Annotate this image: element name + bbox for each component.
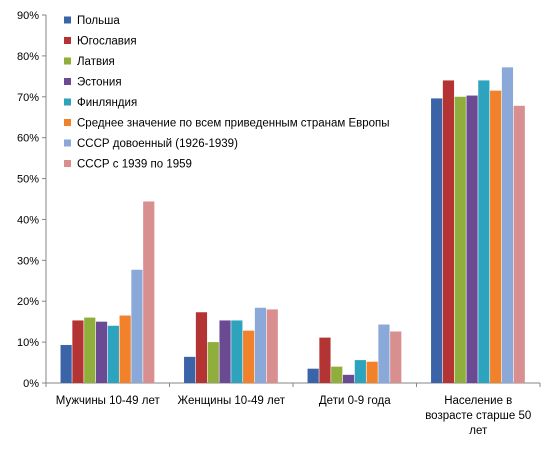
bar bbox=[331, 366, 343, 383]
bar bbox=[184, 356, 196, 383]
y-tick-label: 0% bbox=[23, 378, 39, 390]
bar bbox=[131, 269, 143, 383]
bar bbox=[501, 67, 514, 384]
x-category-label: лет bbox=[469, 425, 488, 437]
legend-label: Латвия bbox=[77, 56, 115, 68]
legend-label: СССР с 1939 по 1959 bbox=[77, 159, 192, 171]
bar bbox=[266, 309, 278, 383]
bar bbox=[243, 330, 255, 383]
bar bbox=[219, 320, 231, 383]
legend-swatch bbox=[64, 16, 71, 24]
legend-swatch bbox=[64, 57, 71, 65]
legend-label: Финляндия bbox=[77, 97, 137, 109]
y-tick-label: 70% bbox=[17, 92, 39, 104]
legend-swatch bbox=[64, 119, 71, 126]
legend-swatch bbox=[64, 78, 71, 85]
bar bbox=[354, 360, 366, 383]
y-tick-label: 20% bbox=[17, 296, 39, 308]
x-category-label: возрасте старше 50 bbox=[425, 410, 531, 422]
bar bbox=[143, 201, 155, 383]
bar bbox=[84, 317, 96, 383]
bar bbox=[319, 337, 331, 383]
x-category-label: Мужчины 10-49 лет bbox=[56, 395, 161, 407]
bar bbox=[513, 105, 525, 384]
legend-label: Эстония bbox=[77, 77, 122, 89]
bars bbox=[60, 67, 525, 384]
bar bbox=[466, 95, 478, 383]
x-category-label: Женщины 10-49 лет bbox=[177, 395, 285, 407]
x-category-label: Дети 0-9 года bbox=[319, 395, 391, 407]
y-tick-label: 80% bbox=[17, 51, 39, 63]
bar bbox=[342, 374, 355, 383]
bar bbox=[378, 324, 390, 383]
y-tick-label: 60% bbox=[17, 133, 39, 145]
legend-label: Польша bbox=[77, 15, 120, 27]
y-tick-label: 40% bbox=[17, 214, 39, 226]
bar bbox=[454, 96, 466, 384]
bar bbox=[490, 90, 502, 384]
bar bbox=[119, 315, 131, 383]
bar bbox=[478, 80, 490, 383]
bar bbox=[231, 320, 243, 383]
y-tick-label: 90% bbox=[17, 10, 39, 22]
y-tick-label: 30% bbox=[17, 255, 39, 267]
bar bbox=[307, 368, 319, 383]
axis-labels: 0% 10% 20% 30% 40% 50% 60% 70% 80% 90% Мужчины 10-… bbox=[17, 10, 531, 437]
legend-swatch bbox=[64, 37, 71, 44]
bar bbox=[442, 80, 455, 383]
bar bbox=[431, 98, 443, 383]
x-category-label: Население в bbox=[444, 395, 512, 407]
bar bbox=[195, 312, 208, 383]
legend-swatch bbox=[64, 139, 71, 147]
legend-swatch bbox=[64, 160, 71, 167]
legend-label: Среднее значение по всем приведенным стр… bbox=[77, 118, 390, 130]
legend-swatch bbox=[64, 98, 71, 106]
bar bbox=[95, 321, 108, 383]
legend: Польша Югославия Латвия Эстония Финляндия Сре… bbox=[64, 15, 390, 171]
bar bbox=[254, 307, 267, 383]
bar bbox=[72, 320, 84, 383]
legend-label: Югославия bbox=[77, 36, 137, 48]
y-tick-label: 50% bbox=[17, 174, 39, 186]
bar bbox=[60, 344, 72, 383]
bar bbox=[207, 342, 219, 383]
y-tick-label: 10% bbox=[17, 337, 39, 349]
bar bbox=[366, 361, 378, 383]
bar bbox=[107, 325, 119, 383]
legend-label: СССР довоенный (1926-1939) bbox=[77, 138, 238, 150]
bar bbox=[390, 331, 402, 383]
